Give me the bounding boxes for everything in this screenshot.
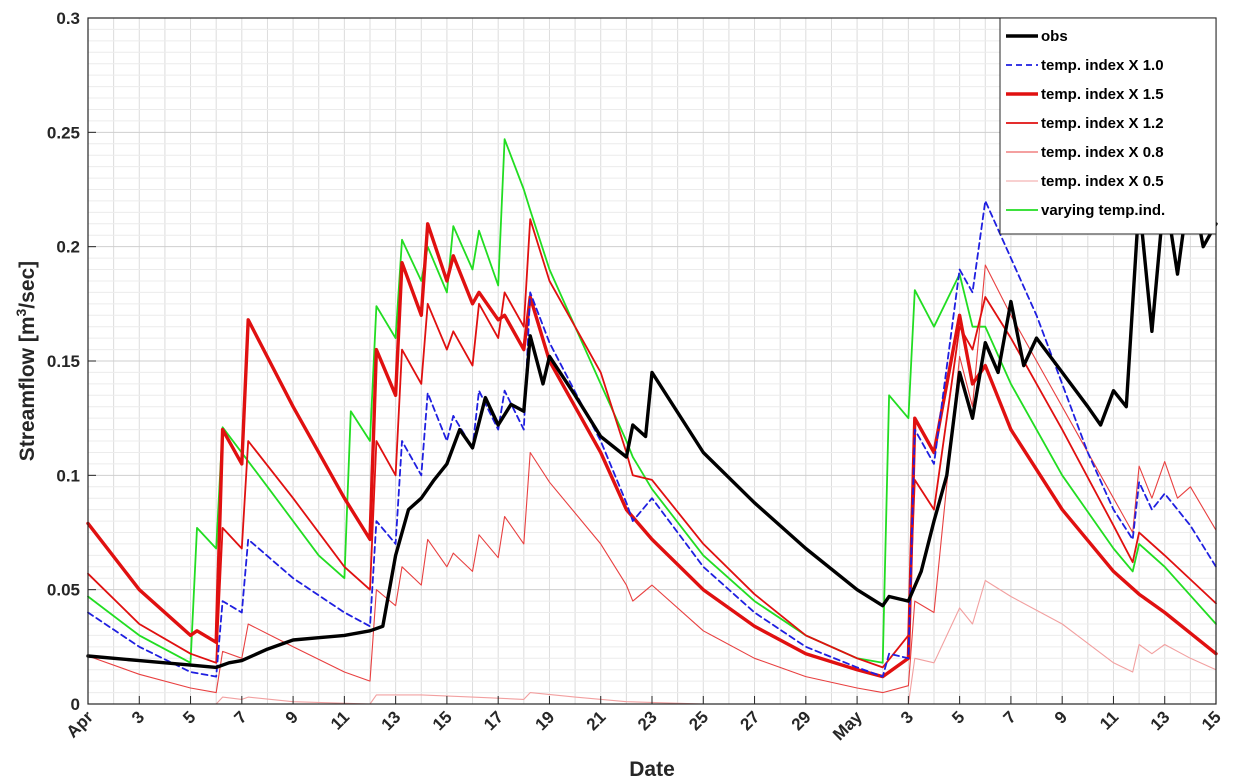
- y-tick-label: 0: [71, 695, 80, 714]
- y-tick-label: 0.05: [47, 581, 80, 600]
- y-tick-label: 0.2: [56, 238, 80, 257]
- y-tick-label: 0.15: [47, 352, 80, 371]
- x-tick-label: 3: [128, 707, 148, 727]
- x-tick-label: 3: [897, 707, 917, 727]
- x-tick-label: 9: [282, 707, 302, 727]
- legend-label-3: temp. index X 1.2: [1041, 115, 1164, 132]
- legend-box: [999, 17, 1217, 235]
- legend: obs temp. index X 1.0 temp. index X 1.5 tem…: [999, 17, 1217, 235]
- y-tick-label: 0.3: [56, 9, 80, 28]
- x-tick-label: 29: [788, 707, 815, 734]
- x-tick-label: 7: [231, 707, 251, 727]
- x-tick-label: 11: [1096, 707, 1122, 733]
- series-line-6: [87, 138, 1217, 664]
- series-line-3: [87, 218, 1217, 669]
- legend-label-0: obs: [1041, 28, 1068, 45]
- x-tick-label: 5: [179, 707, 199, 727]
- series-line-4: [87, 264, 1217, 694]
- x-tick-label: 17: [480, 707, 507, 734]
- x-tick-label: Apr: [63, 707, 97, 741]
- series-line-0: [86, 176, 1218, 670]
- legend-label-5: temp. index X 0.5: [1041, 173, 1164, 190]
- x-tick-label: 19: [531, 707, 558, 734]
- x-axis-title: Date: [629, 758, 675, 781]
- x-tick-label: 5: [948, 707, 968, 727]
- x-tick-label: 13: [378, 707, 405, 734]
- legend-label-6: varying temp.ind.: [1041, 202, 1165, 219]
- x-tick-label: 9: [1051, 707, 1071, 727]
- x-tick-label: 11: [327, 707, 353, 733]
- x-tick-label: 23: [634, 707, 661, 734]
- x-tick-label: 27: [737, 707, 764, 734]
- legend-label-1: temp. index X 1.0: [1041, 57, 1164, 74]
- legend-label-2: temp. index X 1.5: [1041, 86, 1164, 103]
- x-tick-label: 15: [429, 707, 456, 734]
- x-tick-label: 7: [1000, 707, 1020, 727]
- x-tick-label: May: [829, 707, 866, 744]
- series-lines: [86, 138, 1218, 705]
- series-line-2: [86, 222, 1218, 679]
- y-tick-label: 0.25: [47, 123, 80, 142]
- x-tick-label: 21: [583, 707, 610, 734]
- y-axis-title: Streamflow [m3/sec]: [13, 261, 39, 461]
- legend-label-4: temp. index X 0.8: [1041, 144, 1164, 161]
- x-tick-label: 15: [1198, 707, 1225, 734]
- y-tick-label: 0.1: [56, 466, 80, 485]
- x-tick-label: 25: [685, 707, 712, 734]
- x-tick-label: 13: [1147, 707, 1174, 734]
- axes: [87, 17, 1217, 705]
